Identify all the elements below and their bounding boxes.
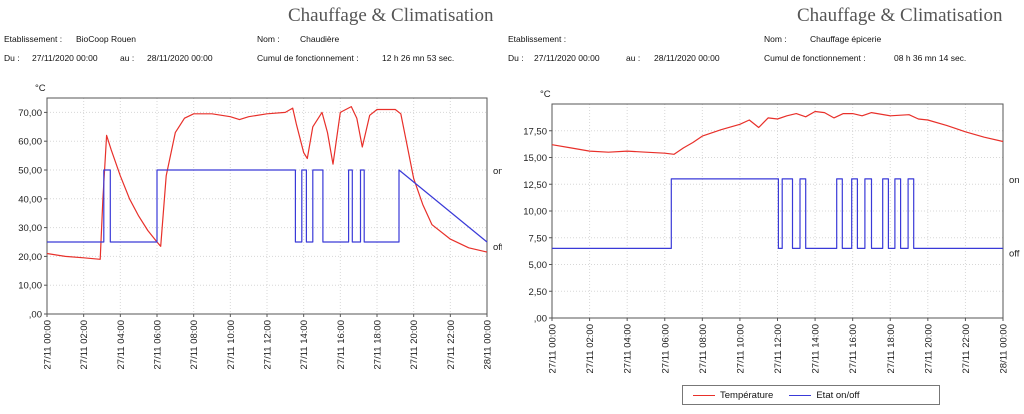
x-tick-label: 27/11 04:00 — [623, 324, 634, 373]
legend-label-temperature: Température — [720, 389, 774, 401]
du-label: Du : — [508, 53, 524, 63]
x-tick-label: 27/11 16:00 — [848, 324, 859, 373]
au-label: au : — [626, 53, 641, 63]
chaudiere-line-chart: ,00 10,00 20,00 30,00 40,00 50,00 60,00 70,00 °C… — [18, 83, 502, 369]
nom-value: Chauffage épicerie — [810, 34, 882, 44]
y-tick-label: 15,00 — [523, 153, 547, 164]
cumul-label: Cumul de fonctionnement : — [257, 53, 359, 63]
state-on-label: on — [1009, 175, 1020, 186]
etablissement-label: Etablissement : — [508, 34, 567, 44]
legend-item-etat: Etat on/off — [789, 390, 859, 401]
x-tick-label: 27/11 14:00 — [299, 320, 310, 369]
legend-swatch-etat — [789, 394, 812, 396]
y-tick-label: 10,00 — [18, 281, 42, 292]
y-tick-label: 10,00 — [523, 207, 547, 218]
au-value: 28/11/2020 00:00 — [147, 53, 213, 63]
etat-series-line — [47, 169, 488, 243]
x-tick-label: 27/11 00:00 — [43, 320, 54, 369]
y-axis-label: °C — [35, 83, 46, 94]
y-tick-label: 50,00 — [18, 166, 42, 177]
etablissement-value: BioCoop Rouen — [76, 34, 137, 44]
nom-label: Nom : — [764, 34, 787, 44]
x-tick-label: 27/11 08:00 — [189, 320, 200, 369]
x-tick-label: 27/11 10:00 — [226, 320, 237, 369]
chart-legend: Température Etat on/off — [682, 385, 940, 405]
y-axis-label: °C — [540, 89, 551, 100]
chart-panel-chaudiere: Chauffage & Climatisation Etablissement … — [0, 0, 502, 414]
y-tick-label: 7,50 — [529, 233, 548, 244]
panel-title: Chauffage & Climatisation — [797, 5, 1003, 26]
x-tick-label: 27/11 22:00 — [446, 320, 457, 369]
etablissement-label: Etablissement : — [4, 34, 63, 44]
x-tick-label: 27/11 00:00 — [548, 324, 559, 373]
state-off-label: off — [1009, 248, 1020, 259]
x-tick-label: 27/11 22:00 — [961, 324, 972, 373]
nom-value: Chaudière — [300, 34, 340, 44]
y-tick-label: 12,50 — [523, 180, 547, 191]
legend-item-temperature: Température — [693, 390, 773, 401]
x-tick-label: 27/11 20:00 — [409, 320, 420, 369]
temperature-series-line — [46, 105, 488, 260]
x-tick-label: 27/11 08:00 — [698, 324, 709, 373]
au-value: 28/11/2020 00:00 — [654, 53, 720, 63]
chart-panel-epicerie: Chauffage & Climatisation Etablissement … — [502, 0, 1024, 414]
x-tick-label: 28/11 00:00 — [483, 320, 494, 369]
x-tick-label: 27/11 06:00 — [153, 320, 164, 369]
x-tick-label: 27/11 18:00 — [373, 320, 384, 369]
x-tick-label: 27/11 18:00 — [886, 324, 897, 373]
du-value: 27/11/2020 00:00 — [534, 53, 600, 63]
nom-label: Nom : — [257, 34, 280, 44]
x-tick-label: 27/11 02:00 — [79, 320, 90, 369]
state-on-label: on — [493, 166, 502, 177]
y-tick-label: 70,00 — [18, 108, 42, 119]
cumul-value: 08 h 36 mn 14 sec. — [894, 53, 967, 63]
y-tick-label: 2,50 — [529, 287, 548, 298]
au-label: au : — [120, 53, 135, 63]
x-tick-label: 27/11 12:00 — [263, 320, 274, 369]
x-tick-label: 27/11 06:00 — [660, 324, 671, 373]
temperature-series-line — [551, 110, 1004, 155]
x-tick-label: 27/11 20:00 — [923, 324, 934, 373]
x-tick-label: 28/11 00:00 — [999, 324, 1010, 373]
etat-series-line — [552, 178, 1003, 249]
y-tick-label: 20,00 — [18, 252, 42, 263]
x-tick-label: 27/11 02:00 — [585, 324, 596, 373]
y-tick-label: ,00 — [29, 310, 42, 321]
x-tick-label: 27/11 04:00 — [116, 320, 127, 369]
panel-title: Chauffage & Climatisation — [288, 5, 494, 26]
x-tick-label: 27/11 12:00 — [773, 324, 784, 373]
y-tick-label: 5,00 — [529, 260, 548, 271]
legend-label-etat: Etat on/off — [816, 389, 860, 401]
cumul-value: 12 h 26 mn 53 sec. — [382, 53, 455, 63]
x-tick-label: 27/11 10:00 — [735, 324, 746, 373]
y-tick-label: 17,50 — [523, 126, 547, 137]
cumul-label: Cumul de fonctionnement : — [764, 53, 866, 63]
du-value: 27/11/2020 00:00 — [32, 53, 98, 63]
x-tick-label: 27/11 16:00 — [336, 320, 347, 369]
du-label: Du : — [4, 53, 20, 63]
y-tick-label: 60,00 — [18, 137, 42, 148]
epicerie-line-chart: ,00 2,50 5,00 7,50 10,00 12,50 15,00 17,50 °C 27/… — [523, 89, 1020, 373]
y-tick-label: 30,00 — [18, 223, 42, 234]
legend-swatch-temperature — [693, 394, 715, 396]
x-tick-label: 27/11 14:00 — [811, 324, 822, 373]
y-tick-label: ,00 — [534, 314, 547, 325]
state-off-label: off — [493, 242, 502, 253]
y-tick-label: 40,00 — [18, 194, 42, 205]
